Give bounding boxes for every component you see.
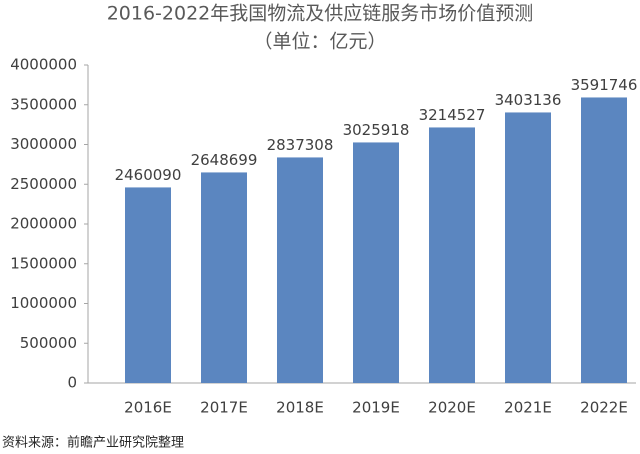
x-tick-label: 2021E: [504, 399, 552, 417]
y-tick-label: 500000: [20, 334, 77, 352]
chart-title: 2016-2022年我国物流及供应链服务市场价值预测: [107, 3, 534, 25]
y-tick-label: 4000000: [10, 56, 77, 74]
x-tick-label: 2019E: [352, 399, 400, 417]
y-tick-label: 3000000: [10, 135, 77, 153]
data-label: 2837308: [267, 136, 334, 154]
x-tick-label: 2018E: [276, 399, 324, 417]
data-label: 2648699: [191, 151, 258, 169]
bar: [353, 142, 399, 383]
bar: [277, 157, 323, 383]
bar: [505, 112, 551, 384]
data-label: 3591746: [571, 76, 638, 94]
chart-subtitle: （单位：亿元）: [253, 31, 386, 53]
y-tick-label: 2000000: [10, 215, 77, 233]
x-tick-label: 2022E: [580, 399, 628, 417]
source-note: 资料来源：前瞻产业研究院整理: [2, 435, 184, 451]
y-tick-label: 1500000: [10, 254, 77, 272]
y-tick-label: 1000000: [10, 294, 77, 312]
x-tick-label: 2017E: [200, 399, 248, 417]
x-tick-label: 2020E: [428, 399, 476, 417]
y-tick-label: 2500000: [10, 175, 77, 193]
data-label: 3025918: [343, 121, 410, 139]
data-label: 3214527: [419, 106, 486, 124]
data-label: 3403136: [495, 91, 562, 109]
bar: [201, 172, 247, 383]
bar: [429, 127, 475, 384]
x-tick-label: 2016E: [124, 399, 172, 417]
y-tick-label: 0: [67, 374, 77, 392]
bar: [125, 187, 171, 383]
data-label: 2460090: [115, 166, 182, 184]
y-tick-label: 3500000: [10, 95, 77, 113]
bar: [581, 97, 627, 384]
